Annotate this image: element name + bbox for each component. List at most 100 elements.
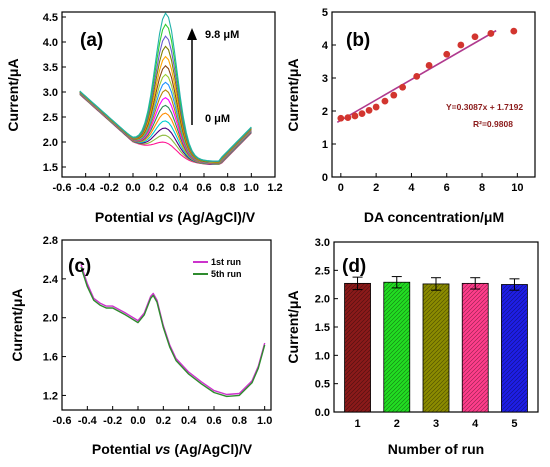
panel-b-point (443, 50, 451, 58)
panel-d-ytick-label: 2.0 (315, 294, 330, 306)
panel-a-ytick-label: 4.0 (43, 37, 58, 49)
panel-b-point (425, 62, 433, 69)
panel-b-point (457, 41, 465, 49)
panel-d-bars (344, 276, 528, 413)
panel-d-xtick-label: 5 (511, 418, 517, 430)
panel-b-ylabel: Current/μA (285, 58, 301, 131)
panel-a-ytick-label: 3.5 (43, 62, 58, 74)
panel-d-xtick-label: 1 (354, 418, 360, 430)
panel-b-point (471, 33, 479, 41)
panel-a-xlabel: Potential vs (Ag/AgCl)/V (95, 209, 256, 225)
panel-c-xtick-label: -0.6 (53, 415, 72, 427)
panel-b-ytick-label: 3 (322, 73, 328, 85)
panel-d-bar-hatch (423, 283, 449, 412)
panel-d-bar-hatch (344, 283, 371, 412)
panel-a-ytick-label: 3.0 (43, 87, 58, 99)
panel-a-series-curve (79, 45, 252, 163)
panel-c-ytick-label: 2.0 (43, 313, 58, 325)
panel-c-ylabel: Current/μA (9, 288, 25, 361)
panel-d-xtick-label: 2 (394, 418, 400, 430)
panel-b-point (365, 106, 373, 114)
panel-d-bar-hatch (383, 282, 410, 412)
panel-b-point (351, 112, 359, 120)
panel-a-annotation-top: 9.8 μM (205, 29, 239, 41)
panel-c-curves (80, 264, 266, 398)
panel-c-xlabel: Potential vs (Ag/AgCl)/V (92, 441, 253, 457)
panel-b-point (399, 83, 407, 91)
panel-b-ticks: 0 2 4 6 8 10 0 1 2 3 4 5 (322, 7, 524, 194)
panel-b-point (390, 91, 398, 99)
panel-b-xtick-label: 4 (408, 182, 415, 194)
panel-a-xtick-label: 0.2 (149, 182, 164, 194)
panel-a-series-curve (79, 55, 252, 163)
panel-b: 0 2 4 6 8 10 0 1 2 3 4 5 (b) Y=0.3087x + 1.7192 R²=… (285, 7, 536, 225)
panel-a-frame (61, 11, 276, 178)
panel-b-point (413, 72, 421, 80)
panel-a-xtick-label: 0.6 (196, 182, 211, 194)
panel-b-ytick-label: 2 (322, 106, 328, 118)
panel-c-ticks: -0.6 -0.4 -0.2 0.0 0.2 0.4 0.6 0.8 1.0 1.2 1.6 2.0 2… (43, 235, 273, 427)
panel-c-series-line (80, 266, 266, 398)
panel-c-ytick-label: 1.6 (43, 352, 58, 364)
panel-b-ytick-label: 4 (322, 40, 329, 52)
panel-a-xtick-label: -0.4 (76, 182, 96, 194)
panel-b-ytick-label: 5 (322, 7, 328, 19)
panel-b-xlabel: DA concentration/μM (364, 209, 504, 225)
panel-c-xtick-label: -0.2 (103, 415, 122, 427)
panel-d-xtick-label: 3 (433, 418, 439, 430)
panel-d-ylabel: Current/μA (285, 290, 301, 363)
panel-c-legend: 1st run 5th run (193, 257, 242, 279)
panel-d-ytick-label: 3.0 (315, 237, 330, 249)
panel-a: -0.6 -0.4 -0.2 0.0 0.2 0.4 0.6 0.8 1.0 1.2 1.5 2.0 2… (5, 11, 283, 225)
panel-d-xlabel: Number of run (388, 441, 484, 457)
panel-d-ytick-label: 2.5 (315, 265, 330, 277)
panel-c-xtick-label: -0.4 (78, 415, 98, 427)
panel-b-point (358, 110, 366, 118)
panel-c-label: (c) (68, 256, 91, 277)
panel-a-series-curve (79, 23, 252, 162)
panel-b-point (344, 114, 352, 121)
panel-b-equation: Y=0.3087x + 1.7192 (446, 102, 523, 112)
panel-d-ytick-label: 0.0 (315, 407, 330, 419)
panel-a-series-curve (79, 89, 252, 164)
panel-a-xtick-label: -0.2 (100, 182, 119, 194)
panel-a-annotation-bottom: 0 μM (205, 113, 230, 125)
panel-b-ytick-label: 0 (322, 172, 328, 184)
panel-c: -0.6 -0.4 -0.2 0.0 0.2 0.4 0.6 0.8 1.0 1.2 1.6 2.0 2… (9, 235, 272, 457)
panel-c-xtick-label: 0.4 (181, 415, 197, 427)
panel-b-ytick-label: 1 (322, 139, 328, 151)
panel-a-xtick-label: -0.6 (53, 182, 72, 194)
panel-c-xtick-label: 0.8 (232, 415, 247, 427)
panel-b-point (372, 103, 380, 111)
panel-d-bar-hatch (462, 283, 489, 412)
panel-b-point (337, 114, 345, 122)
panel-d-ytick-label: 1.0 (315, 350, 330, 362)
panel-d-bar-hatch (501, 284, 528, 412)
panel-c-xtick-label: 0.2 (156, 415, 171, 427)
panel-b-point (510, 27, 518, 35)
panel-b-frame (331, 11, 536, 178)
panel-a-label: (a) (80, 30, 103, 51)
panel-a-xtick-label: 1.0 (244, 182, 259, 194)
panel-d-xtick-label: 4 (472, 418, 479, 430)
panel-c-ytick-label: 2.4 (43, 274, 59, 286)
panel-b-xtick-label: 2 (373, 182, 379, 194)
panel-c-xtick-label: 0.0 (130, 415, 145, 427)
panel-a-ytick-label: 4.5 (43, 12, 58, 24)
panel-a-arrow-head (187, 28, 197, 40)
panel-a-xtick-label: 0.8 (220, 182, 235, 194)
panel-a-ticks: -0.6 -0.4 -0.2 0.0 0.2 0.4 0.6 0.8 1.0 1.2 1.5 2.0 2… (43, 12, 283, 194)
panel-a-curves (79, 12, 252, 166)
panel-c-ytick-label: 1.2 (43, 390, 58, 402)
panel-a-ytick-label: 1.5 (43, 162, 58, 174)
panel-c-xtick-label: 1.0 (257, 415, 272, 427)
panel-c-frame (61, 239, 272, 411)
legend-label-1: 1st run (211, 257, 241, 267)
panel-b-label: (b) (346, 30, 370, 51)
panel-a-ytick-label: 2.0 (43, 137, 58, 149)
panel-a-series-curve (79, 12, 252, 162)
panel-a-xtick-label: 0.0 (125, 182, 140, 194)
panel-a-xtick-label: 0.4 (173, 182, 189, 194)
panel-b-point (381, 97, 389, 105)
